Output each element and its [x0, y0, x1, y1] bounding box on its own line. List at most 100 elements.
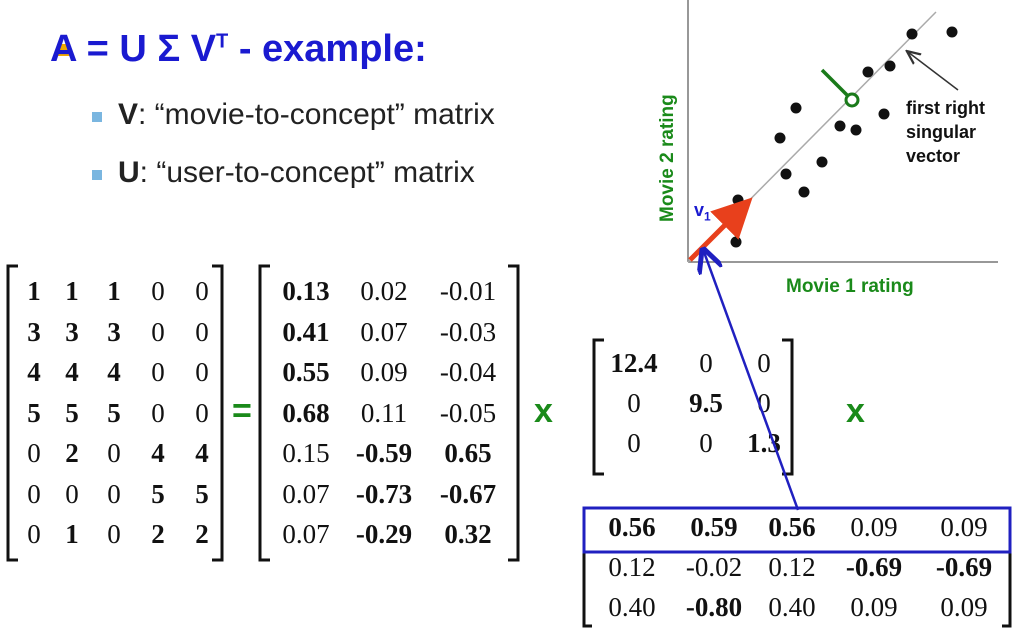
times-sign: x — [534, 392, 553, 430]
matrix-a-cell: 1 — [65, 276, 79, 306]
matrix-a-left-bracket — [6, 264, 18, 562]
matrix-a-cell: 0 — [107, 519, 121, 549]
matrix-u-cell: 0.07 — [282, 519, 330, 549]
data-point — [780, 168, 792, 180]
matrix-u-left-bracket — [258, 264, 270, 562]
data-point — [774, 132, 786, 144]
matrix-sigma-cell: 0 — [627, 428, 641, 458]
matrix-vt-cell: 0.12 — [768, 552, 816, 582]
matrix-a-cell: 0 — [27, 478, 41, 509]
matrix-sigma-cell: 0 — [699, 428, 713, 458]
matrix-vt-cell: 0.56 — [608, 512, 656, 542]
data-point — [946, 26, 958, 38]
matrix-a-cell: 0 — [151, 397, 165, 428]
matrix-u-cell: -0.01 — [439, 276, 497, 306]
data-point — [730, 236, 742, 248]
matrix-a-cell: 0 — [107, 478, 121, 509]
matrix-vt-cell: -0.80 — [685, 592, 743, 622]
matrix-a-cell: 0 — [107, 438, 121, 468]
annotation-first-right-singular-vector: first right singular vector — [906, 98, 985, 166]
matrix-vt-cell: 0.56 — [768, 512, 816, 542]
matrix-a-cell: 0 — [27, 519, 41, 549]
bullet-v: V: “movie-to-concept” matrix — [118, 98, 495, 131]
bullet-u: U: “user-to-concept” matrix — [118, 156, 475, 189]
matrix-a-right-bracket — [212, 264, 224, 562]
matrix-a-cell: 1 — [107, 276, 121, 306]
matrix-a-cell: 0 — [27, 438, 41, 468]
matrix-a-cell: 2 — [151, 519, 165, 549]
matrix-u-cell: -0.05 — [439, 397, 497, 428]
data-point — [834, 120, 846, 132]
matrix-u-cell: -0.67 — [439, 478, 497, 509]
matrix-a-cell: 3 — [107, 316, 121, 347]
matrix-a-cell: 0 — [65, 478, 79, 509]
matrix-a-cell: 0 — [195, 316, 209, 347]
v1-arrow — [688, 197, 753, 262]
matrix-u-right-bracket — [508, 264, 520, 562]
matrix-u-cell: 0.13 — [282, 276, 330, 306]
data-point — [906, 28, 918, 40]
matrix-a-cell: 0 — [151, 357, 165, 387]
data-point — [878, 108, 890, 120]
data-point — [798, 186, 810, 198]
matrix-sigma-cell: 9.5 — [689, 388, 723, 418]
matrix-vt-cell: -0.69 — [935, 552, 993, 582]
matrix-vt-cell: 0.12 — [608, 552, 656, 582]
data-point — [884, 60, 896, 72]
matrix-a-cell: 4 — [65, 357, 79, 387]
matrix-sigma-cell: 12.4 — [610, 348, 658, 378]
matrix-vt-cell: 0.40 — [768, 592, 816, 622]
matrix-a-cell: 0 — [195, 276, 209, 306]
connector-arrow — [704, 252, 800, 511]
data-point — [790, 102, 802, 114]
data-point — [850, 124, 862, 136]
matrix-a-cell: 2 — [65, 438, 79, 468]
matrix-sigma-left-bracket — [592, 338, 604, 476]
projected-point — [844, 92, 860, 108]
matrix-u-cell: -0.29 — [355, 519, 413, 549]
matrix-u-cell: 0.02 — [360, 276, 408, 306]
matrix-u-cell: 0.09 — [360, 357, 408, 387]
matrix-a-cell: 5 — [107, 397, 121, 428]
times-sign: x — [846, 392, 865, 430]
matrix-a-cell: 0 — [195, 397, 209, 428]
matrix-vt-cell: 0.09 — [850, 512, 898, 542]
matrix-vt-cell: 0.09 — [940, 512, 988, 542]
vt-first-row-highlight — [582, 506, 1012, 554]
matrix-vt-cell: 0.59 — [690, 512, 738, 542]
matrix-u-cell: -0.03 — [439, 316, 497, 347]
matrix-u-cell: 0.07 — [282, 478, 330, 509]
matrix-vt-cell: -0.69 — [845, 552, 903, 582]
matrix-u-cell: 0.32 — [444, 519, 492, 549]
matrix-a-cell: 0 — [151, 276, 165, 306]
vector-label: v1 — [694, 200, 711, 224]
equals-sign: = — [232, 392, 252, 430]
matrix-a-cell: 1 — [27, 276, 41, 306]
sub-bullet-marker — [92, 170, 102, 180]
matrix-sigma-right-bracket — [782, 338, 794, 476]
plot-x-label: Movie 1 rating — [786, 276, 914, 297]
matrix-vt-cell: -0.02 — [685, 552, 743, 582]
matrix-sigma-cell: 0 — [627, 388, 641, 418]
matrix-u-cell: 0.68 — [282, 397, 330, 428]
matrix-vt-cell: 0.09 — [850, 592, 898, 622]
matrix-a-cell: 4 — [27, 357, 41, 387]
matrix-a-cell: 3 — [65, 316, 79, 347]
matrix-u-cell: -0.59 — [355, 438, 413, 468]
matrix-a-cell: 1 — [65, 519, 79, 549]
matrix-vt-cell: 0.09 — [940, 592, 988, 622]
matrix-a-cell: 0 — [151, 316, 165, 347]
matrix-u-cell: -0.04 — [439, 357, 497, 387]
matrix-a-cell: 2 — [195, 519, 209, 549]
matrix-sigma-cell: 0 — [699, 348, 713, 378]
matrix-u-cell: 0.07 — [360, 316, 408, 347]
matrix-u-cell: 0.65 — [444, 438, 492, 468]
matrix-a-cell: 3 — [27, 316, 41, 347]
matrix-u-cell: 0.15 — [282, 438, 330, 468]
data-point — [816, 156, 828, 168]
matrix-u-cell: 0.41 — [282, 316, 330, 347]
matrix-a-cell: 5 — [65, 397, 79, 428]
matrix-sigma-cell: 1.3 — [747, 428, 781, 458]
matrix-a-cell: 5 — [195, 478, 209, 509]
